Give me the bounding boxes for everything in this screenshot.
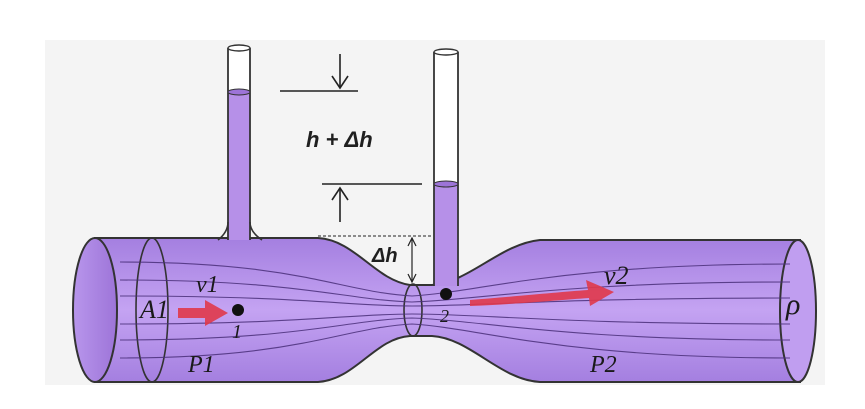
point-2-marker (440, 288, 452, 300)
piezometer-tube-2 (433, 48, 459, 286)
outlet-end-cap (779, 239, 817, 383)
inlet-cross-section (135, 237, 169, 383)
point-1-marker (232, 304, 244, 316)
height-dimension (280, 54, 432, 284)
point-1-label: 1 (232, 321, 242, 343)
inlet-end-cap (72, 237, 118, 383)
flow-arrow-inlet (178, 300, 228, 326)
point-2-label: 2 (440, 306, 449, 326)
velocity-1-label: v1 (196, 272, 219, 298)
pressure-1-label: P1 (187, 352, 215, 378)
height-difference-label: h + Δh (306, 127, 373, 152)
streamlines (119, 261, 791, 359)
density-label: ρ (785, 288, 800, 321)
delta-h-label: Δh (371, 245, 398, 267)
flow-arrow-outlet (470, 280, 614, 306)
pressure-2-label: P2 (589, 352, 617, 378)
piezometer-tube-1 (217, 44, 263, 241)
area-1-label: A1 (138, 295, 169, 324)
velocity-2-label: v2 (604, 261, 629, 290)
throat-cross-section (403, 283, 423, 337)
